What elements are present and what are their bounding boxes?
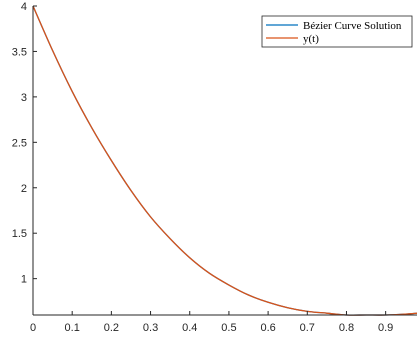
legend-label-1: Bézier Curve Solution bbox=[303, 20, 402, 32]
y-tick-label: 2 bbox=[21, 183, 27, 195]
y-tick-label: 4 bbox=[21, 1, 27, 13]
x-tick-label: 0.9 bbox=[378, 322, 393, 334]
legend-label-2: y(t) bbox=[303, 33, 319, 45]
x-tick-label: 0.2 bbox=[104, 322, 119, 334]
axes: 0 0.1 0.2 0.3 0.4 0.5 0.6 0.7 0.8 0.9 1 1.5 2 2.5 3 3.5… bbox=[12, 1, 417, 334]
y-tick-label: 3 bbox=[21, 92, 27, 104]
x-tick-label: 0.6 bbox=[260, 322, 275, 334]
x-tick-label: 0.3 bbox=[143, 322, 158, 334]
legend-box bbox=[261, 15, 413, 48]
y-tick-label: 2.5 bbox=[12, 137, 27, 149]
x-tick-label: 0.1 bbox=[65, 322, 80, 334]
y-tick-label: 1.5 bbox=[12, 228, 27, 240]
y-tick-label: 3.5 bbox=[12, 46, 27, 58]
x-tick-label: 0.8 bbox=[339, 322, 354, 334]
y-tick-label: 1 bbox=[21, 274, 27, 286]
x-tick-label: 0 bbox=[30, 322, 36, 334]
x-tick-label: 0.5 bbox=[221, 322, 236, 334]
x-tick-label: 0.4 bbox=[182, 322, 197, 334]
x-tick-label: 0.7 bbox=[300, 322, 315, 334]
